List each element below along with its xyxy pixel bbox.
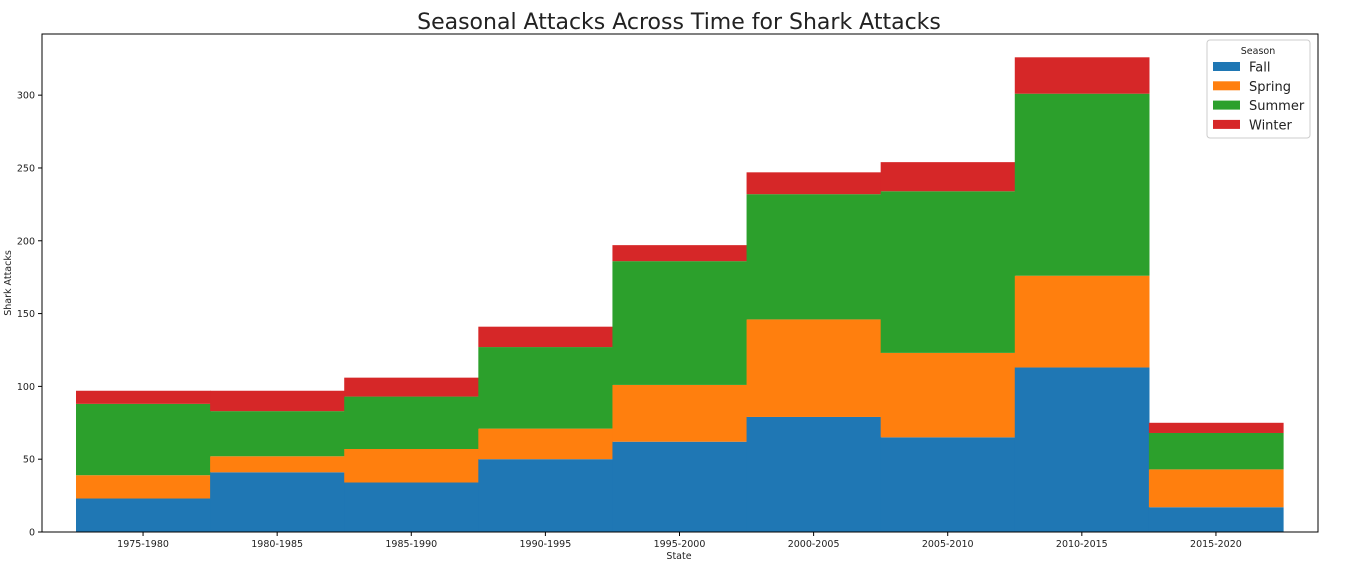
bar-winter-2 — [344, 377, 479, 397]
bar-fall-0 — [76, 498, 211, 532]
y-axis-label: Shark Attacks — [3, 250, 14, 316]
x-tick-label: 2005-2010 — [922, 539, 974, 550]
x-tick-label: 2015-2020 — [1190, 539, 1242, 550]
x-axis: 1975-1980 1980-1985 1985-1990 1990-1995 1995… — [117, 532, 1242, 550]
legend-label-summer: Summer — [1249, 99, 1305, 114]
x-tick-label: 1990-1995 — [519, 539, 571, 550]
bar-winter-7 — [1014, 57, 1150, 94]
y-axis: 0 50 100 150 200 250 300 — [17, 91, 42, 539]
legend-items: Fall Spring Summer Winter — [1213, 61, 1305, 133]
x-tick-label: 1975-1980 — [117, 539, 169, 550]
x-tick-label: 1985-1990 — [385, 539, 437, 550]
bar-spring-1 — [210, 456, 345, 473]
legend-label-winter: Winter — [1249, 118, 1293, 133]
bar-summer-2 — [344, 396, 479, 449]
bar-fall-6 — [880, 437, 1016, 532]
bar-summer-4 — [612, 261, 748, 385]
bar-summer-0 — [76, 403, 211, 476]
bar-winter-8 — [1148, 422, 1284, 433]
legend: Season Fall Spring Summer Winter — [1206, 39, 1311, 139]
bar-spring-2 — [344, 449, 479, 483]
bar-spring-5 — [746, 319, 882, 417]
x-tick-label: 1995-2000 — [654, 539, 706, 550]
bar-winter-4 — [612, 245, 748, 262]
x-tick-label: 2000-2005 — [788, 539, 840, 550]
bar-fall-2 — [344, 482, 479, 532]
y-tick-label: 200 — [17, 236, 35, 247]
legend-swatch-winter — [1213, 119, 1240, 129]
bar-spring-0 — [76, 475, 211, 499]
x-axis-label: State — [666, 551, 691, 562]
bar-spring-6 — [880, 352, 1016, 438]
x-tick-label: 1980-1985 — [251, 539, 303, 550]
bar-summer-5 — [746, 194, 882, 320]
legend-swatch-spring — [1213, 81, 1240, 91]
legend-swatch-summer — [1213, 100, 1240, 110]
bar-fall-8 — [1148, 507, 1284, 532]
bar-fall-3 — [478, 459, 614, 532]
y-tick-label: 50 — [23, 455, 35, 466]
bar-winter-5 — [746, 172, 882, 195]
bar-fall-1 — [210, 472, 345, 532]
bar-spring-3 — [478, 428, 614, 460]
bar-fall-4 — [612, 441, 748, 532]
legend-swatch-fall — [1213, 62, 1240, 71]
y-tick-label: 0 — [29, 528, 35, 539]
bar-spring-8 — [1148, 469, 1284, 508]
bar-summer-7 — [1014, 93, 1150, 276]
bar-fall-5 — [746, 416, 882, 532]
bar-spring-7 — [1014, 275, 1150, 368]
x-tick-label: 2010-2015 — [1056, 539, 1108, 550]
bar-summer-6 — [880, 191, 1016, 353]
y-tick-label: 150 — [17, 309, 35, 320]
bar-summer-3 — [478, 347, 614, 429]
legend-title: Season — [1241, 46, 1275, 57]
bar-winter-3 — [478, 326, 614, 348]
legend-label-fall: Fall — [1249, 61, 1270, 76]
bar-spring-4 — [612, 384, 748, 442]
bar-fall-7 — [1014, 367, 1150, 532]
bar-winter-6 — [880, 162, 1016, 192]
bar-winter-1 — [210, 390, 345, 412]
y-tick-label: 250 — [17, 163, 35, 174]
bar-summer-8 — [1148, 432, 1284, 470]
bars-layer — [76, 57, 1284, 532]
y-tick-label: 300 — [17, 91, 35, 102]
legend-label-spring: Spring — [1249, 80, 1291, 95]
y-tick-label: 100 — [17, 382, 35, 393]
bar-winter-0 — [76, 390, 211, 404]
bar-summer-1 — [210, 411, 345, 457]
chart-title: Seasonal Attacks Across Time for Shark A… — [417, 10, 941, 35]
